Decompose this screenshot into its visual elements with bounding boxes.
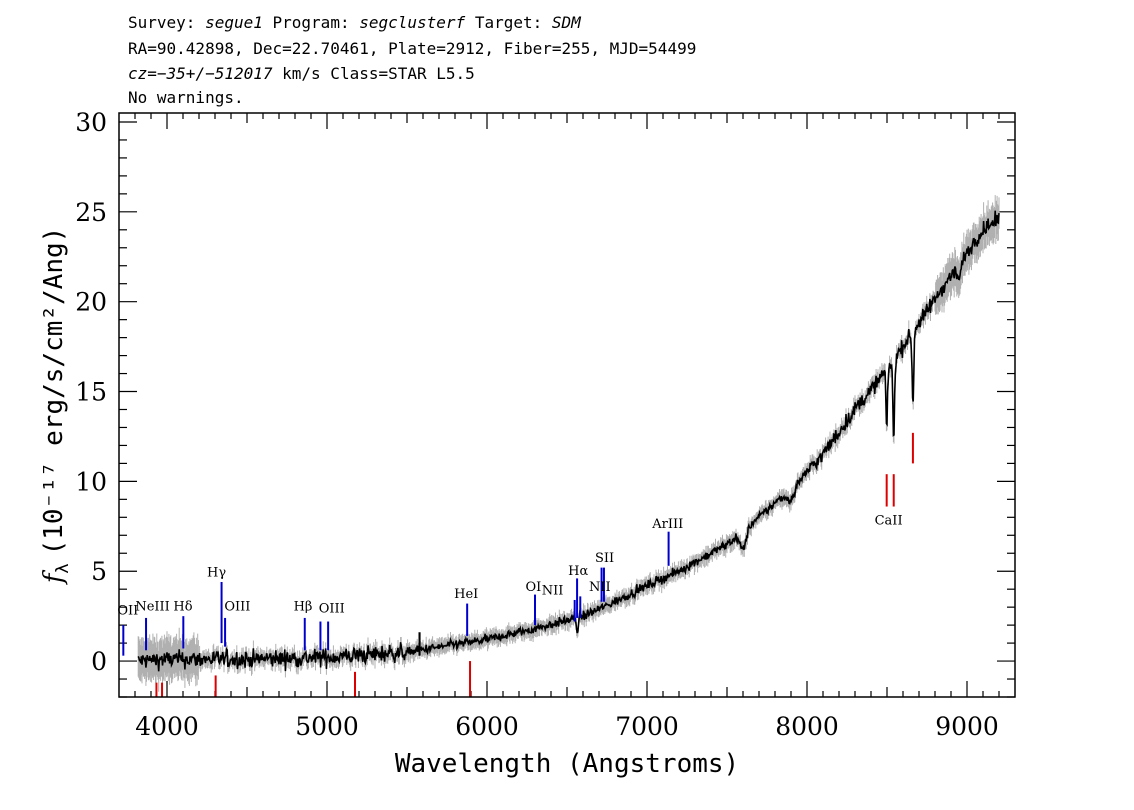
cz-value: −35+/−512017 (157, 64, 273, 83)
y-axis-label: fλ(10⁻¹⁷ erg/s/cm²/Ang) (39, 227, 73, 586)
header-line-3: cz=−35+/−512017 km/s Class=STAR L5.5 (128, 64, 475, 83)
axis-ticks (119, 113, 1015, 698)
header-line-4: No warnings. (128, 88, 244, 107)
spectral-line-label: NII (542, 584, 564, 599)
program-label: Program: (273, 13, 350, 32)
y-axis-subscript: λ (53, 563, 73, 573)
y-tick-label: 5 (91, 557, 107, 586)
absorption-line-markers (155, 432, 914, 697)
y-tick-label: 0 (91, 647, 107, 676)
emission-line-markers (122, 531, 670, 656)
target-value: SDM (552, 13, 582, 32)
spectral-line-label: Hβ (294, 600, 313, 615)
spectral-line-label: OII (117, 603, 138, 618)
axis-tick-labels: 4000 5000 6000 7000 8000 9000 0 5 10 15 20 25 30 (75, 108, 999, 741)
x-tick-label: 5000 (295, 712, 359, 741)
spectral-line-label: OIII (224, 600, 250, 615)
spectral-line-label: OI (526, 580, 542, 595)
spectral-line-label: NII (589, 580, 611, 595)
spectral-line-label: NeIII (135, 600, 169, 615)
cz-label: cz= (128, 64, 157, 83)
header-line-1: Survey: segue1 Program: segclusterf Targ… (128, 13, 582, 32)
y-tick-label: 25 (75, 198, 107, 227)
x-tick-label: 9000 (935, 712, 999, 741)
header-line-2: RA=90.42898, Dec=22.70461, Plate=2912, F… (128, 39, 696, 58)
spectral-line-label: HeI (454, 587, 478, 602)
y-tick-label: 10 (75, 467, 107, 496)
spectral-line-label: ArIII (651, 517, 683, 532)
svg-text:fλ(10⁻¹⁷ erg/s/cm²/Ang): fλ(10⁻¹⁷ erg/s/cm²/Ang) (39, 227, 73, 586)
y-tick-label: 30 (75, 108, 107, 137)
x-tick-label: 8000 (775, 712, 839, 741)
target-label: Target: (475, 13, 542, 32)
y-tick-label: 20 (75, 288, 107, 317)
cz-rest: km/s Class=STAR L5.5 (282, 64, 475, 83)
spectral-line-label: SII (595, 551, 614, 566)
x-tick-label: 7000 (615, 712, 679, 741)
survey-label: Survey: (128, 13, 195, 32)
y-tick-label: 15 (75, 378, 107, 407)
spectral-line-label: Hα (568, 564, 588, 579)
survey-value: segue1 (205, 13, 263, 32)
spectral-line-label: Hδ (173, 600, 192, 615)
y-axis-units: (10⁻¹⁷ erg/s/cm²/Ang) (39, 227, 69, 556)
x-tick-label: 4000 (135, 712, 199, 741)
x-axis-label: Wavelength (Angstroms) (395, 749, 739, 779)
flux-spectrum-line (137, 210, 1000, 672)
spectral-line-label: CaII (875, 513, 903, 528)
program-value: segclusterf (359, 13, 465, 32)
flux-error-band (137, 195, 1000, 692)
plot-frame (118, 112, 1016, 698)
spectral-line-label: OIII (319, 602, 345, 617)
spectral-line-label: Hγ (207, 566, 226, 581)
x-tick-label: 6000 (455, 712, 519, 741)
